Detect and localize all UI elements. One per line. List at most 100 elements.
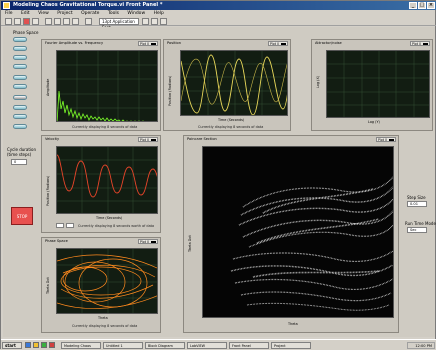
poincare-legend[interactable]: Plot 0 xyxy=(376,137,396,142)
taskbar-item[interactable]: Block Diagram xyxy=(145,342,185,349)
velocity-xlabel: Time (Seconds) xyxy=(96,216,123,220)
position-plot-svg xyxy=(181,51,287,115)
cycle-duration-label: Cycle duration (time steps) xyxy=(7,147,37,157)
legend-label: Plot 0 xyxy=(140,42,150,46)
attractor-plot[interactable] xyxy=(326,50,430,118)
menu-file[interactable]: File xyxy=(5,11,13,16)
start-button[interactable]: start xyxy=(2,342,22,349)
fourier-plot[interactable] xyxy=(56,50,158,122)
toolbar: 13pt Application Font xyxy=(1,17,436,30)
toggle-switch[interactable] xyxy=(13,95,27,100)
taskbar: start Modeling Chaos Untitled 1 Block Di… xyxy=(1,339,436,350)
font-selector[interactable]: 13pt Application Font xyxy=(99,18,139,30)
media-icon[interactable] xyxy=(49,342,55,348)
toggle-switch[interactable] xyxy=(13,84,27,89)
distribute-icon[interactable] xyxy=(142,18,149,25)
taskbar-item[interactable]: Front Panel xyxy=(229,342,269,349)
menu-edit[interactable]: Edit xyxy=(20,11,30,16)
toggle-switch[interactable] xyxy=(13,75,27,80)
run-continuous-icon[interactable] xyxy=(14,18,21,25)
step-into-icon[interactable] xyxy=(54,18,61,25)
menu-view[interactable]: View xyxy=(38,11,49,16)
highlight-icon[interactable] xyxy=(45,18,52,25)
menu-window[interactable]: Window xyxy=(127,11,146,16)
fourier-title: Fourier Amplitude vs. Frequency xyxy=(45,41,104,45)
velocity-legend[interactable]: Plot 0 xyxy=(138,137,158,142)
run-time-field[interactable]: Sec xyxy=(407,227,427,233)
clock: 12:00 PM xyxy=(407,342,435,349)
toggle-switch[interactable] xyxy=(13,46,27,51)
fourier-plot-svg xyxy=(57,51,157,121)
zoom-tool[interactable] xyxy=(56,223,64,228)
velocity-graph: Velocity Plot 0 Position (Radians) Time … xyxy=(41,135,161,233)
step-over-icon[interactable] xyxy=(63,18,70,25)
fourier-graph: Fourier Amplitude vs. Frequency Plot 0 A… xyxy=(41,39,161,131)
taskbar-item[interactable]: Project xyxy=(271,342,311,349)
minimize-button[interactable]: _ xyxy=(409,2,417,9)
toggle-switch[interactable] xyxy=(13,105,27,110)
align-icon[interactable] xyxy=(85,18,92,25)
phase-plot[interactable] xyxy=(56,248,158,314)
browser-icon[interactable] xyxy=(25,342,31,348)
position-footer: Currently displaying 8 seconds of data xyxy=(198,125,264,129)
velocity-title: Velocity xyxy=(45,137,60,141)
pan-tool[interactable] xyxy=(66,223,74,228)
resize-icon[interactable] xyxy=(151,18,158,25)
attractor-legend[interactable]: Plot 0 xyxy=(410,41,430,46)
position-plot[interactable] xyxy=(180,50,288,116)
phase-legend[interactable]: Plot 0 xyxy=(138,239,158,244)
attractor-title: Attractor/noise xyxy=(315,41,342,45)
menu-project[interactable]: Project xyxy=(57,11,73,16)
run-time-label: Run Time Mode xyxy=(405,221,436,226)
menu-help[interactable]: Help xyxy=(153,11,164,16)
reorder-icon[interactable] xyxy=(160,18,167,25)
position-title: Position xyxy=(167,41,181,45)
toggle-switch[interactable] xyxy=(13,55,27,60)
taskbar-item[interactable]: Untitled 1 xyxy=(103,342,143,349)
labview-icon[interactable] xyxy=(41,342,47,348)
step-size-label: Step Size xyxy=(407,195,426,200)
taskbar-item[interactable]: Modeling Chaos xyxy=(61,342,101,349)
phase-xlabel: Theta xyxy=(98,316,108,320)
position-graph: Position Plot 0 Position (Radians) Time … xyxy=(163,39,291,131)
menu-operate[interactable]: Operate xyxy=(81,11,100,16)
legend-label: Plot 0 xyxy=(378,138,388,142)
position-ylabel: Position (Radians) xyxy=(168,75,172,106)
poincare-ylabel: Theta Dot xyxy=(188,235,192,252)
toggle-switch[interactable] xyxy=(13,114,27,119)
legend-label: Plot 0 xyxy=(412,42,422,46)
maximize-button[interactable]: □ xyxy=(418,2,426,9)
abort-icon[interactable] xyxy=(23,18,30,25)
pause-icon[interactable] xyxy=(32,18,39,25)
step-size-field[interactable]: 0.01 xyxy=(407,201,427,207)
poincare-plot[interactable] xyxy=(202,146,394,318)
folder-icon[interactable] xyxy=(33,342,39,348)
fourier-footer: Currently displaying 8 seconds of data xyxy=(72,125,138,129)
front-panel: Phase Space Cycle duration (time steps) … xyxy=(3,27,436,337)
attractor-xlabel: Log (Y) xyxy=(368,120,380,124)
toggle-switch[interactable] xyxy=(13,124,27,129)
attractor-ylabel: Log (X) xyxy=(316,75,320,88)
velocity-footer: Currently displaying 8 seconds worth of … xyxy=(78,224,155,228)
poincare-title: Poincare Section xyxy=(187,137,217,141)
position-legend[interactable]: Plot 0 xyxy=(268,41,288,46)
close-button[interactable]: × xyxy=(427,2,435,9)
taskbar-item[interactable]: LabVIEW xyxy=(187,342,227,349)
attractor-graph: Attractor/noise Plot 0 Log (X) Log (Y) xyxy=(311,39,433,131)
run-arrow-icon[interactable] xyxy=(5,18,12,25)
step-out-icon[interactable] xyxy=(72,18,79,25)
toggle-switch[interactable] xyxy=(13,37,27,42)
window-title: Modeling Chaos Gravitational Torque.vi F… xyxy=(13,2,163,8)
cycle-duration-field[interactable]: 0 xyxy=(11,159,27,165)
toggle-switch[interactable] xyxy=(13,64,27,69)
stop-button[interactable]: STOP xyxy=(11,207,33,225)
velocity-plot[interactable] xyxy=(56,146,158,214)
menu-tools[interactable]: Tools xyxy=(107,11,119,16)
poincare-graph: Poincare Section Plot 0 Theta Dot xyxy=(183,135,399,333)
title-bar: Modeling Chaos Gravitational Torque.vi F… xyxy=(1,1,436,10)
fourier-legend[interactable]: Plot 0 xyxy=(138,41,158,46)
phase-ylabel: Theta Dot xyxy=(46,277,50,294)
position-xlabel: Time (Seconds) xyxy=(218,118,245,122)
legend-label: Plot 0 xyxy=(270,42,280,46)
